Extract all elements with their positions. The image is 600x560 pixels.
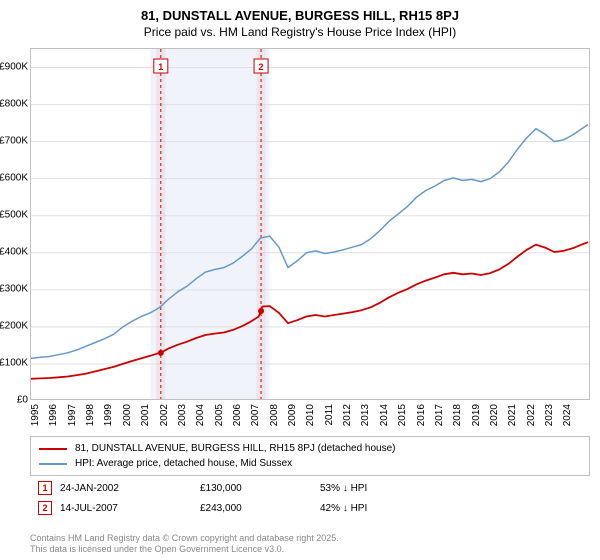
attribution-line1: Contains HM Land Registry data © Crown c… bbox=[30, 533, 339, 545]
x-tick-label: 2013 bbox=[360, 404, 371, 426]
x-tick-label: 1996 bbox=[48, 404, 59, 426]
x-tick-label: 2016 bbox=[416, 404, 427, 426]
chart-plot-area: 12 bbox=[30, 48, 590, 400]
marker-diff: 42% ↓ HPI bbox=[320, 503, 460, 514]
x-tick-label: 2010 bbox=[305, 404, 316, 426]
y-tick-label: £100K bbox=[0, 357, 28, 368]
x-tick-label: 1998 bbox=[85, 404, 96, 426]
x-tick-label: 2024 bbox=[562, 404, 573, 426]
y-axis: £0£100K£200K£300K£400K£500K£600K£700K£80… bbox=[0, 48, 30, 400]
x-tick-label: 2005 bbox=[214, 404, 225, 426]
x-tick-label: 2011 bbox=[324, 404, 335, 426]
x-tick-label: 2022 bbox=[526, 404, 537, 426]
x-tick-label: 2002 bbox=[159, 404, 170, 426]
legend-swatch bbox=[39, 463, 67, 465]
x-tick-label: 2021 bbox=[507, 404, 518, 426]
y-tick-label: £700K bbox=[0, 135, 28, 146]
x-tick-label: 2006 bbox=[232, 404, 243, 426]
y-tick-label: £200K bbox=[0, 320, 28, 331]
x-tick-label: 2008 bbox=[269, 404, 280, 426]
x-tick-label: 2018 bbox=[452, 404, 463, 426]
marker-diff: 53% ↓ HPI bbox=[320, 483, 460, 494]
legend-label: HPI: Average price, detached house, Mid … bbox=[75, 456, 292, 471]
y-tick-label: £500K bbox=[0, 209, 28, 220]
x-tick-label: 2004 bbox=[195, 404, 206, 426]
x-axis: 1995 1996 1997 1998 1999 2000 2001 2002 2003 2004… bbox=[30, 402, 590, 432]
attribution: Contains HM Land Registry data © Crown c… bbox=[30, 533, 339, 556]
x-tick-label: 2020 bbox=[489, 404, 500, 426]
x-tick-label: 2017 bbox=[434, 404, 445, 426]
x-tick-label: 2003 bbox=[177, 404, 188, 426]
y-tick-label: £400K bbox=[0, 246, 28, 257]
marker-number-box: 1 bbox=[38, 481, 52, 495]
legend: 81, DUNSTALL AVENUE, BURGESS HILL, RH15 … bbox=[30, 436, 590, 476]
x-tick-label: 2007 bbox=[250, 404, 261, 426]
x-tick-label: 1999 bbox=[103, 404, 114, 426]
x-tick-label: 1997 bbox=[67, 404, 78, 426]
y-tick-label: £600K bbox=[0, 172, 28, 183]
x-tick-label: 2019 bbox=[471, 404, 482, 426]
chart-container: 81, DUNSTALL AVENUE, BURGESS HILL, RH15 … bbox=[0, 0, 600, 560]
legend-item: HPI: Average price, detached house, Mid … bbox=[39, 456, 581, 471]
svg-text:2: 2 bbox=[259, 62, 264, 72]
chart-svg: 12 bbox=[31, 49, 590, 400]
x-tick-label: 2012 bbox=[342, 404, 353, 426]
marker-price: £130,000 bbox=[200, 483, 320, 494]
marker-date: 24-JAN-2002 bbox=[60, 483, 200, 494]
y-tick-label: £300K bbox=[0, 283, 28, 294]
legend-label: 81, DUNSTALL AVENUE, BURGESS HILL, RH15 … bbox=[75, 441, 396, 456]
sale-markers-table: 1 24-JAN-2002£130,00053% ↓ HPI 2 14-JUL-200… bbox=[30, 478, 590, 518]
x-tick-label: 2001 bbox=[140, 404, 151, 426]
x-tick-label: 2023 bbox=[544, 404, 555, 426]
x-tick-label: 2014 bbox=[379, 404, 390, 426]
svg-text:1: 1 bbox=[158, 62, 163, 72]
marker-row: 1 24-JAN-2002£130,00053% ↓ HPI bbox=[30, 478, 590, 498]
attribution-line2: This data is licensed under the Open Gov… bbox=[30, 544, 339, 556]
marker-number-box: 2 bbox=[38, 501, 52, 515]
y-tick-label: £0 bbox=[17, 395, 28, 406]
y-tick-label: £900K bbox=[0, 61, 28, 72]
chart-title: 81, DUNSTALL AVENUE, BURGESS HILL, RH15 … bbox=[0, 8, 600, 23]
marker-date: 14-JUL-2007 bbox=[60, 503, 200, 514]
legend-item: 81, DUNSTALL AVENUE, BURGESS HILL, RH15 … bbox=[39, 441, 581, 456]
x-tick-label: 2009 bbox=[287, 404, 298, 426]
y-tick-label: £800K bbox=[0, 98, 28, 109]
marker-price: £243,000 bbox=[200, 503, 320, 514]
chart-subtitle: Price paid vs. HM Land Registry's House … bbox=[0, 25, 600, 39]
title-block: 81, DUNSTALL AVENUE, BURGESS HILL, RH15 … bbox=[0, 0, 600, 45]
x-tick-label: 1995 bbox=[30, 404, 41, 426]
x-tick-label: 2015 bbox=[397, 404, 408, 426]
x-tick-label: 2000 bbox=[122, 404, 133, 426]
legend-swatch bbox=[39, 448, 67, 450]
marker-row: 2 14-JUL-2007£243,00042% ↓ HPI bbox=[30, 498, 590, 518]
